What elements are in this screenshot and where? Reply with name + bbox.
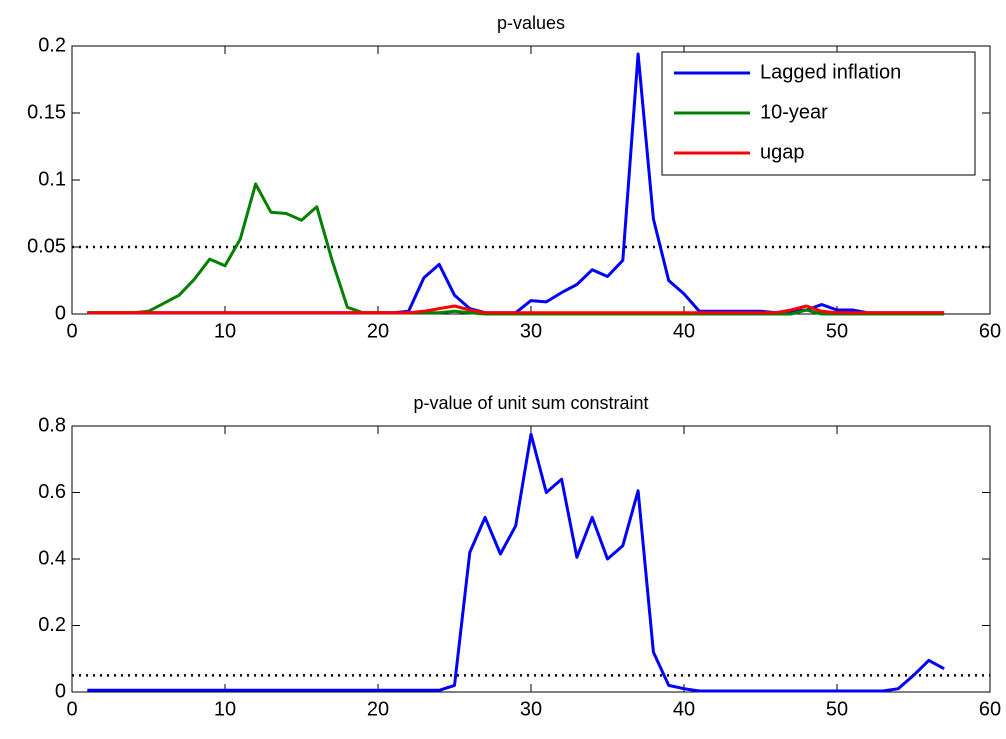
x-tick-label: 50: [826, 320, 848, 342]
x-tick-label: 10: [214, 698, 236, 720]
x-tick-label: 40: [673, 698, 695, 720]
y-tick-label: 0: [55, 680, 66, 702]
plot-area: [71, 425, 991, 693]
x-tick-label: 20: [367, 320, 389, 342]
x-tick-label: 40: [673, 320, 695, 342]
x-tick-label: 60: [979, 698, 1001, 720]
legend-label: 10-year: [760, 101, 828, 123]
x-tick-label: 60: [979, 320, 1001, 342]
x-tick-label: 30: [520, 320, 542, 342]
y-tick-label: 0.15: [27, 101, 66, 123]
series-line: [87, 304, 945, 315]
x-tick-label: 20: [367, 698, 389, 720]
y-tick-label: 0: [55, 302, 66, 324]
x-tick-label: 50: [826, 698, 848, 720]
y-tick-label: 0.4: [38, 547, 66, 569]
x-tick-label: 30: [520, 698, 542, 720]
series-line: [87, 432, 945, 693]
y-tick-label: 0.8: [38, 414, 66, 436]
x-tick-label: 10: [214, 320, 236, 342]
y-tick-label: 0.2: [38, 614, 66, 636]
y-tick-label: 0.1: [38, 168, 66, 190]
legend-label: ugap: [760, 141, 805, 163]
y-tick-label: 0.6: [38, 481, 66, 503]
chart-title: p-values: [497, 13, 565, 33]
x-tick-label: 0: [66, 320, 77, 342]
chart-title: p-value of unit sum constraint: [413, 393, 648, 413]
legend-label: Lagged inflation: [760, 61, 901, 83]
y-tick-label: 0.2: [38, 34, 66, 56]
y-tick-label: 0.05: [27, 235, 66, 257]
x-tick-label: 0: [66, 698, 77, 720]
